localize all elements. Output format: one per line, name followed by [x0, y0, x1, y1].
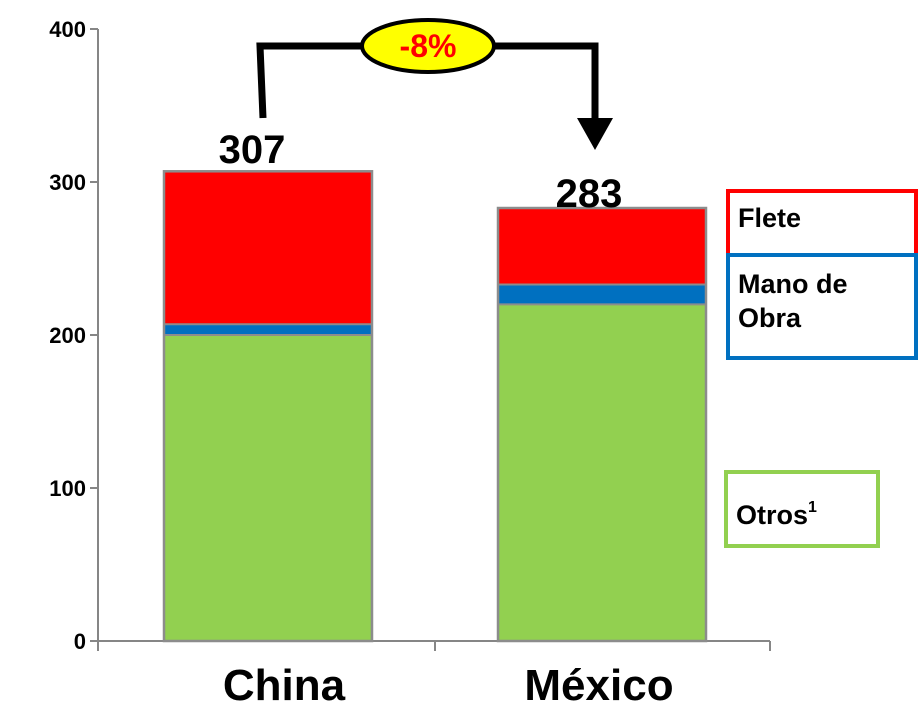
y-tick-label: 400 — [49, 17, 86, 42]
change-arrow-head — [577, 118, 613, 150]
x-category-label: México — [524, 661, 673, 703]
y-tick-label: 200 — [49, 323, 86, 348]
bar-outline — [162, 170, 374, 643]
chart-bars — [162, 170, 708, 643]
change-badge-label: -8% — [400, 28, 457, 64]
y-tick-label: 0 — [74, 629, 86, 654]
bar-outline — [496, 206, 708, 643]
total-labels: 307 283 — [219, 128, 623, 216]
change-arrow: -8% — [256, 18, 613, 150]
legend-flete-label: Flete — [738, 203, 802, 233]
bar-segment — [164, 335, 372, 641]
x-category-label: China — [223, 661, 346, 703]
bar-segment — [498, 208, 706, 285]
y-tick-label: 300 — [49, 170, 86, 195]
legend-otros-footnote: 1 — [808, 499, 817, 516]
y-tick-label: 100 — [49, 476, 86, 501]
legend-mano-de-obra-line1: Mano de — [738, 269, 848, 299]
bar-segment — [498, 304, 706, 641]
total-label: 283 — [556, 172, 623, 216]
legend-mano-de-obra: Mano de Obra — [726, 253, 918, 360]
change-badge-ellipse — [360, 18, 496, 74]
legend-otros-label: Otros — [736, 500, 809, 530]
bar-segment — [164, 324, 372, 335]
bar-segment — [498, 284, 706, 305]
legend-otros: Otros1 — [724, 470, 880, 548]
legend-mano-de-obra-line2: Obra — [738, 303, 802, 333]
bar-segment — [164, 171, 372, 325]
total-label: 307 — [219, 128, 286, 172]
x-axis-labels: China México — [223, 661, 674, 703]
change-badge: -8% — [360, 18, 496, 74]
